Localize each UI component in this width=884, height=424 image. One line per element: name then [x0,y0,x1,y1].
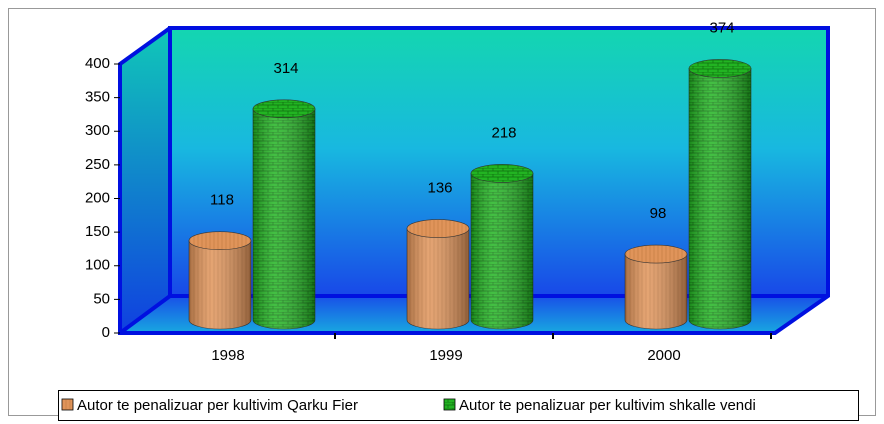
legend-swatch-texture [444,399,455,410]
bar-shade [625,254,687,329]
x-tick-label: 1999 [429,347,462,364]
data-label: 374 [709,19,734,36]
bar-shade [407,228,469,329]
data-label: 218 [491,124,516,141]
y-tick-label: 250 [85,156,110,173]
y-tick-label: 50 [93,290,110,307]
bar-shade [253,108,315,330]
data-label: 98 [650,205,667,222]
y-tick-label: 400 [85,55,110,72]
bar-top-texture [189,231,251,250]
legend-label: Autor te penalizuar per kultivim shkalle… [459,397,756,414]
data-label: 314 [273,60,298,77]
y-tick-label: 300 [85,122,110,139]
bar-top-texture [689,59,751,78]
data-label: 136 [427,180,452,197]
y-tick-label: 0 [102,324,110,341]
bar-top-texture [471,164,533,183]
bar-shade [471,173,533,329]
frame [118,26,830,335]
data-label: 118 [210,192,234,209]
y-tick-label: 150 [85,223,110,240]
y-tick-label: 350 [85,89,110,106]
legend-swatch-texture [62,399,73,410]
y-tick-label: 200 [85,189,110,206]
bar-shade [189,240,251,329]
side-wall [120,28,170,333]
bar-top-texture [253,99,315,118]
legend [58,390,859,421]
x-tick-label: 1998 [211,347,244,364]
x-tick-label: 2000 [647,347,680,364]
bar-top-texture [625,245,687,264]
bar-top-texture [407,219,469,238]
bar-shade [689,68,751,330]
y-tick-label: 100 [85,257,110,274]
legend-label: Autor te penalizuar per kultivim Qarku F… [77,397,358,414]
